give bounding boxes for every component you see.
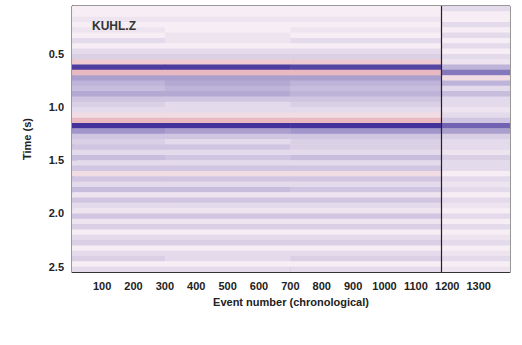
svg-text:KUHL.Z: KUHL.Z [92, 19, 136, 33]
svg-text:100: 100 [93, 280, 111, 292]
svg-text:1100: 1100 [404, 280, 428, 292]
svg-text:1.0: 1.0 [49, 101, 64, 113]
svg-text:800: 800 [313, 280, 331, 292]
svg-text:400: 400 [187, 280, 205, 292]
svg-text:1000: 1000 [372, 280, 396, 292]
svg-text:600: 600 [250, 280, 268, 292]
svg-text:Time (s): Time (s) [21, 118, 33, 160]
svg-text:1200: 1200 [435, 280, 459, 292]
svg-text:200: 200 [124, 280, 142, 292]
svg-text:2.0: 2.0 [49, 207, 64, 219]
svg-text:700: 700 [281, 280, 299, 292]
svg-text:500: 500 [218, 280, 236, 292]
svg-text:1.5: 1.5 [49, 154, 64, 166]
svg-text:0.5: 0.5 [49, 48, 64, 60]
svg-text:300: 300 [156, 280, 174, 292]
svg-text:2.5: 2.5 [49, 261, 64, 273]
svg-text:900: 900 [344, 280, 362, 292]
svg-text:1300: 1300 [466, 280, 490, 292]
svg-text:Event number (chronological): Event number (chronological) [213, 296, 369, 308]
